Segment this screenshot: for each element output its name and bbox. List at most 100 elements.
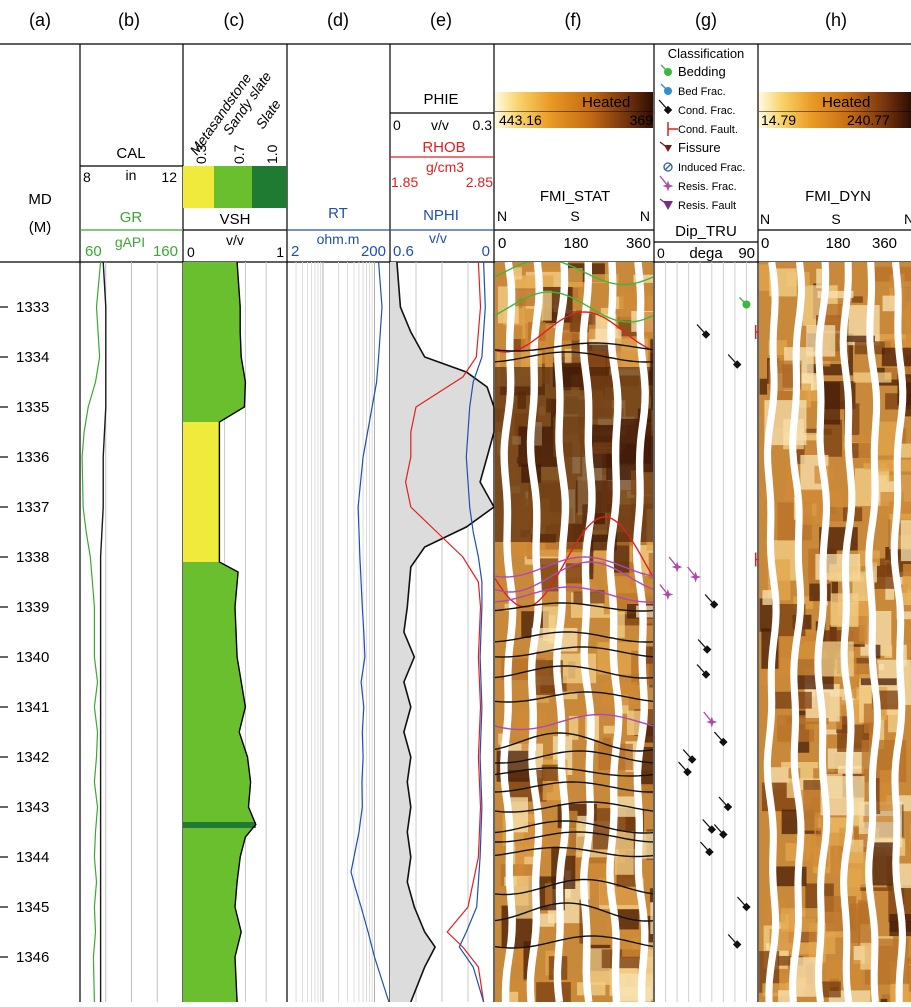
image-texture xyxy=(646,942,683,980)
tadpole-slash xyxy=(665,164,671,170)
fmi-stat-pmax: 369 xyxy=(630,112,654,128)
image-texture xyxy=(653,733,688,761)
depth-tick-label: 1333 xyxy=(16,299,49,316)
cal-label: CAL xyxy=(116,145,145,162)
vsh-label: VSH xyxy=(220,211,251,228)
panel-g-label: (g) xyxy=(695,10,717,30)
md-unit: (M) xyxy=(29,219,52,236)
image-texture xyxy=(640,545,679,576)
panel-h-label: (h) xyxy=(825,10,847,30)
panel-b-label: (b) xyxy=(118,10,140,30)
nphi-unit: v/v xyxy=(429,230,447,246)
gr-max: 160 xyxy=(153,243,178,260)
fmi-dyn-a180: 180 xyxy=(825,235,850,252)
cal-unit: in xyxy=(126,167,137,183)
panel-c-label: (c) xyxy=(224,10,245,30)
legend-label-cond_frac: Cond. Frac. xyxy=(678,105,735,117)
panel-d-label: (d) xyxy=(327,10,349,30)
depth-tick-label: 1341 xyxy=(16,699,49,716)
vsh-cutoff-labels: 0.3 0.7 1.0 xyxy=(193,144,280,164)
phie-min: 0 xyxy=(393,117,401,133)
image-texture xyxy=(884,645,892,657)
track-c-vsh xyxy=(183,262,256,1002)
vsh-max: 1 xyxy=(276,244,284,260)
fmi-dyn-a0: 0 xyxy=(761,235,769,252)
gr-curve xyxy=(82,262,101,1002)
legend-label-bedding: Bedding xyxy=(678,64,726,79)
rt-unit: ohm.m xyxy=(317,231,360,247)
tadpole-head-bed_frac xyxy=(664,87,672,95)
phie-max: 0.3 xyxy=(473,117,493,133)
rt-min: 2 xyxy=(291,243,299,260)
vsh-cutoff-10: 1.0 xyxy=(264,144,280,164)
legend-label-resis_frac: Resis. Frac. xyxy=(678,181,737,193)
depth-tick-label: 1339 xyxy=(16,599,49,616)
fmi-dyn-n2: N xyxy=(904,211,911,227)
image-texture xyxy=(852,296,863,302)
phie-label: PHIE xyxy=(423,91,458,108)
vsh-sandstone-interval xyxy=(183,422,219,562)
image-texture xyxy=(762,590,771,605)
depth-tick-label: 1344 xyxy=(16,849,49,866)
depth-tick-label: 1342 xyxy=(16,749,49,766)
vsh-swatch-sandstone xyxy=(183,166,214,208)
fmi-dyn-n1: N xyxy=(760,211,770,227)
depth-tick-label: 1335 xyxy=(16,399,49,416)
image-texture xyxy=(907,958,911,965)
panel-a-label: (a) xyxy=(29,10,51,30)
fmi-stat-palette-name: Heated xyxy=(582,94,630,111)
panel-e-label: (e) xyxy=(430,10,452,30)
image-texture xyxy=(536,982,571,1002)
gr-label: GR xyxy=(120,209,143,226)
fmi-stat-label: FMI_STAT xyxy=(540,188,610,205)
image-texture xyxy=(820,641,854,676)
depth-tick-label: 1334 xyxy=(16,349,49,366)
image-texture xyxy=(654,981,685,1002)
image-texture xyxy=(904,605,911,611)
nphi-max: 0 xyxy=(482,243,490,260)
depth-tick-label: 1340 xyxy=(16,649,49,666)
image-texture xyxy=(863,816,895,822)
image-texture xyxy=(541,291,551,321)
fmi-stat-a0: 0 xyxy=(498,235,506,252)
fmi-dyn-s: S xyxy=(831,211,840,227)
fmi-dyn-label: FMI_DYN xyxy=(805,188,871,205)
cal-min: 8 xyxy=(83,169,91,185)
gr-unit: gAPI xyxy=(115,234,145,250)
fmi-stat-n1: N xyxy=(497,208,507,224)
legend-label-induced_frac: Induced Frac. xyxy=(678,162,745,174)
track-b-gr-cal xyxy=(82,262,106,1002)
image-texture xyxy=(651,363,679,379)
vsh-cutoff-03: 0.3 xyxy=(193,144,209,164)
panel-f-label: (f) xyxy=(565,10,582,30)
image-texture xyxy=(760,379,767,395)
image-texture xyxy=(781,762,818,768)
vsh-lithology-labels: Metasandstone Sandy slate Slate xyxy=(186,68,284,157)
vsh-swatch-sandy-slate xyxy=(214,166,252,208)
rhob-unit: g/cm3 xyxy=(426,159,464,175)
md-label: MD xyxy=(28,191,51,208)
fmi-stat-a360: 360 xyxy=(626,235,651,252)
fmi-dyn-pmin: 14.79 xyxy=(761,112,796,128)
image-texture xyxy=(861,678,897,685)
image-texture xyxy=(641,747,655,784)
depth-tick-label: 1343 xyxy=(16,799,49,816)
classification-title: Classification xyxy=(668,46,745,61)
rhob-label: RHOB xyxy=(422,139,465,156)
depth-tick-label: 1336 xyxy=(16,449,49,466)
track-h-fmi-dyn xyxy=(759,262,911,1002)
image-texture xyxy=(647,610,690,624)
image-texture xyxy=(542,765,558,781)
phie-unit: v/v xyxy=(431,117,449,133)
cal-max: 12 xyxy=(161,169,177,185)
image-texture xyxy=(816,269,822,288)
fmi-dyn-pmax: 240.77 xyxy=(847,112,890,128)
image-texture xyxy=(823,420,842,457)
image-texture xyxy=(650,888,660,903)
vsh-cutoff-07: 0.7 xyxy=(231,144,247,164)
tadpole-head-bedding xyxy=(742,301,750,309)
legend-label-bed_frac: Bed Frac. xyxy=(678,86,726,98)
